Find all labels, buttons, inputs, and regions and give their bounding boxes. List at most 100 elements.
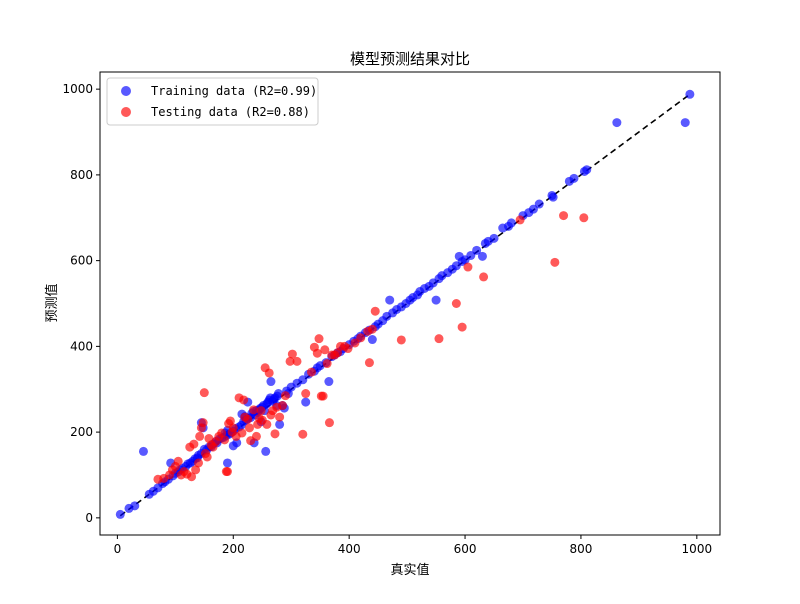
- testing-point: [364, 358, 374, 368]
- training-point: [548, 192, 558, 202]
- training-point: [612, 118, 622, 128]
- points-layer: [115, 89, 695, 519]
- testing-point: [275, 412, 285, 422]
- training-point: [115, 509, 125, 519]
- y-tick-label: 600: [70, 254, 93, 268]
- legend-marker-training: [121, 86, 131, 96]
- y-axis: 0 200 400 600 800 1000: [62, 82, 100, 525]
- testing-point: [198, 418, 208, 428]
- testing-point: [301, 389, 311, 399]
- testing-point: [194, 458, 204, 468]
- testing-point: [320, 345, 330, 355]
- testing-point: [187, 472, 197, 482]
- training-point: [324, 377, 334, 387]
- testing-point: [228, 423, 238, 433]
- training-point: [273, 389, 283, 399]
- testing-point: [356, 333, 366, 343]
- training-point: [680, 118, 690, 128]
- testing-point: [217, 428, 227, 438]
- testing-point: [243, 414, 253, 424]
- training-point: [528, 204, 538, 214]
- testing-point: [367, 324, 377, 334]
- y-tick-label: 1000: [62, 82, 93, 96]
- testing-point: [457, 322, 467, 332]
- training-point: [582, 165, 592, 175]
- legend-box: [106, 77, 319, 126]
- training-point: [367, 335, 377, 345]
- testing-point: [322, 359, 332, 369]
- training-point: [130, 501, 140, 511]
- x-tick-label: 600: [454, 542, 477, 556]
- testing-point: [264, 368, 274, 378]
- x-axis: 0 200 400 600 800 1000: [114, 535, 713, 556]
- testing-point: [370, 306, 380, 316]
- testing-point: [285, 356, 295, 366]
- x-tick-label: 200: [222, 542, 245, 556]
- testing-point: [239, 395, 249, 405]
- testing-point: [343, 344, 353, 354]
- legend: Training data (R2=0.99) Testing data (R2…: [106, 77, 319, 126]
- training-point: [385, 295, 395, 305]
- chart-title: 模型预测结果对比: [350, 50, 470, 68]
- testing-point: [396, 335, 406, 345]
- y-tick-label: 0: [85, 511, 93, 525]
- testing-point: [280, 391, 290, 401]
- testing-point: [237, 428, 247, 438]
- training-point: [477, 251, 487, 261]
- training-point: [275, 419, 285, 429]
- testing-point: [324, 418, 334, 428]
- x-tick-label: 0: [114, 542, 122, 556]
- training-point: [261, 446, 271, 456]
- y-axis-label: 预测值: [44, 283, 60, 322]
- testing-point: [515, 215, 525, 225]
- testing-point: [350, 338, 360, 348]
- testing-point: [199, 388, 209, 398]
- training-point: [431, 295, 441, 305]
- testing-point: [278, 401, 288, 411]
- training-point: [232, 438, 242, 448]
- testing-point: [292, 356, 302, 366]
- testing-point: [479, 272, 489, 282]
- training-point: [222, 458, 232, 468]
- training-point: [534, 199, 544, 209]
- plot-area: [99, 71, 721, 536]
- testing-point: [225, 416, 235, 426]
- testing-point: [298, 429, 308, 439]
- legend-label-training: Training data (R2=0.99): [151, 84, 317, 98]
- legend-label-testing: Testing data (R2=0.88): [151, 105, 310, 119]
- x-tick-label: 1000: [682, 542, 713, 556]
- training-point: [301, 397, 311, 407]
- training-point: [569, 173, 579, 183]
- testing-point: [220, 435, 230, 445]
- x-tick-label: 400: [338, 542, 361, 556]
- testing-point: [550, 257, 560, 267]
- testing-point: [434, 334, 444, 344]
- testing-point: [244, 423, 254, 433]
- testing-point: [306, 367, 316, 377]
- testing-point: [262, 419, 272, 429]
- legend-marker-testing: [121, 107, 131, 117]
- testing-point: [249, 405, 259, 415]
- testing-point: [173, 456, 183, 466]
- x-axis-label: 真实值: [390, 562, 429, 578]
- training-point: [298, 375, 308, 385]
- training-point: [472, 245, 482, 255]
- testing-point: [270, 429, 280, 439]
- training-point: [138, 446, 148, 456]
- testing-point: [287, 349, 297, 359]
- y-tick-label: 800: [70, 168, 93, 182]
- testing-point: [195, 431, 205, 441]
- testing-point: [189, 439, 199, 449]
- testing-point: [202, 452, 212, 462]
- x-tick-label: 800: [569, 542, 592, 556]
- testing-point: [559, 211, 569, 221]
- training-point: [266, 377, 276, 387]
- testing-point: [318, 391, 328, 401]
- training-point: [489, 233, 499, 243]
- y-tick-label: 400: [70, 339, 93, 353]
- testing-point: [251, 431, 261, 441]
- testing-point: [222, 467, 232, 477]
- training-point: [466, 250, 476, 260]
